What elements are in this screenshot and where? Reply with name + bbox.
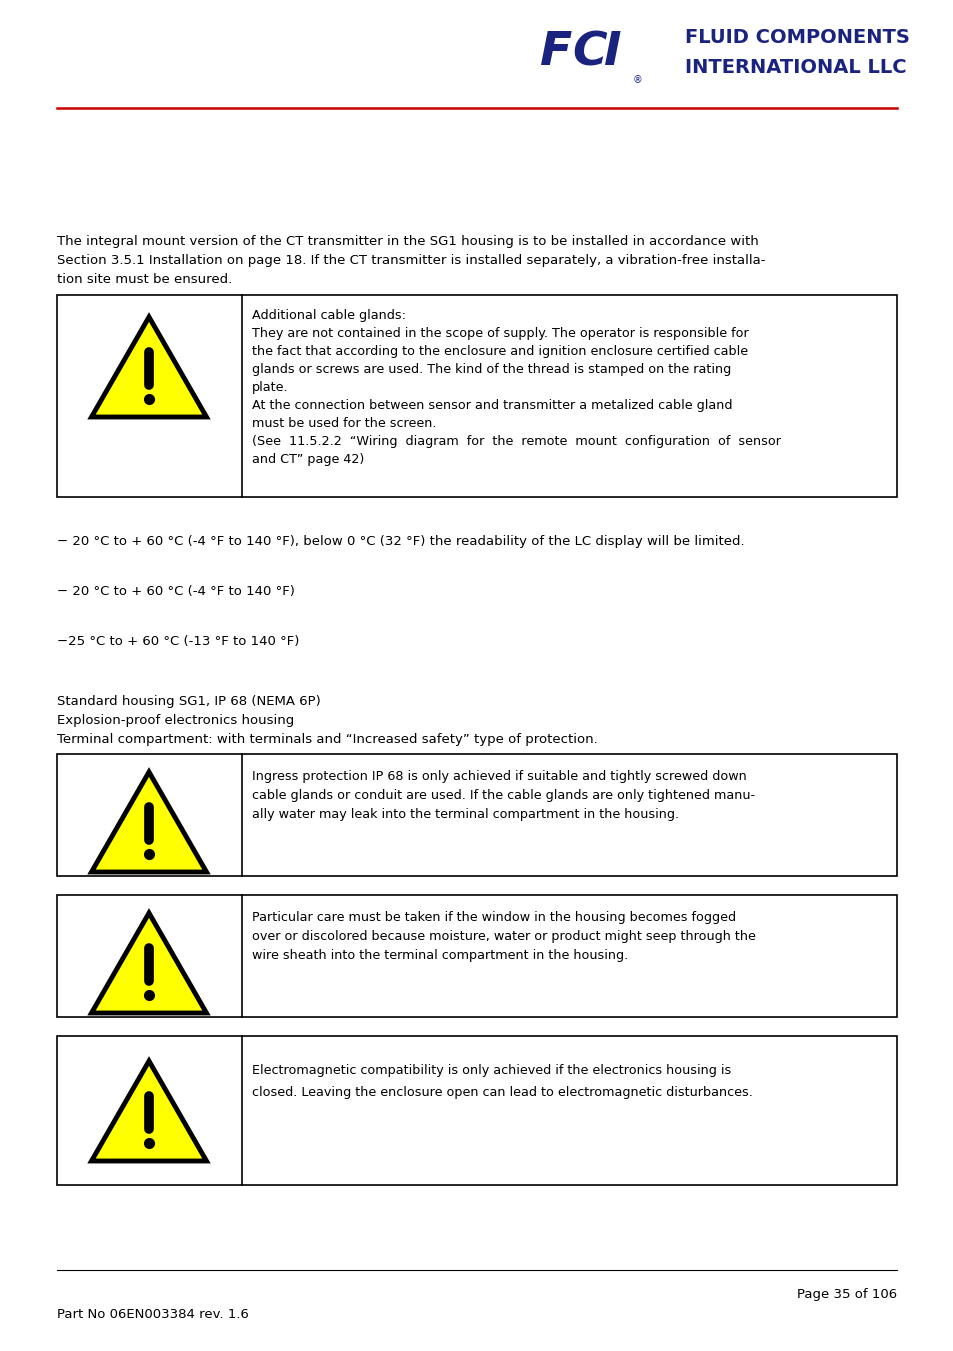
- Text: I: I: [603, 30, 621, 76]
- Text: At the connection between sensor and transmitter a metalized cable gland: At the connection between sensor and tra…: [252, 399, 732, 412]
- Text: Page 35 of 106: Page 35 of 106: [796, 1288, 896, 1301]
- Text: cable glands or conduit are used. If the cable glands are only tightened manu-: cable glands or conduit are used. If the…: [252, 789, 755, 802]
- Text: ®: ®: [633, 76, 642, 85]
- Text: −25 °C to + 60 °C (-13 °F to 140 °F): −25 °C to + 60 °C (-13 °F to 140 °F): [57, 635, 299, 648]
- Text: Part No 06EN003384 rev. 1.6: Part No 06EN003384 rev. 1.6: [57, 1308, 249, 1321]
- Text: They are not contained in the scope of supply. The operator is responsible for: They are not contained in the scope of s…: [252, 327, 748, 340]
- Text: tion site must be ensured.: tion site must be ensured.: [57, 273, 232, 286]
- Text: plate.: plate.: [252, 381, 289, 394]
- Text: Particular care must be taken if the window in the housing becomes fogged: Particular care must be taken if the win…: [252, 911, 736, 924]
- Text: FLUID COMPONENTS: FLUID COMPONENTS: [684, 28, 909, 47]
- Text: glands or screws are used. The kind of the thread is stamped on the rating: glands or screws are used. The kind of t…: [252, 363, 731, 376]
- Text: Additional cable glands:: Additional cable glands:: [252, 309, 406, 322]
- Text: F: F: [539, 30, 572, 76]
- Text: Explosion-proof electronics housing: Explosion-proof electronics housing: [57, 713, 294, 727]
- Polygon shape: [91, 317, 206, 417]
- Text: C: C: [572, 30, 606, 76]
- Text: over or discolored because moisture, water or product might seep through the: over or discolored because moisture, wat…: [252, 929, 755, 943]
- Polygon shape: [91, 913, 206, 1013]
- Text: must be used for the screen.: must be used for the screen.: [252, 417, 436, 430]
- Text: INTERNATIONAL LLC: INTERNATIONAL LLC: [684, 58, 905, 77]
- Text: Terminal compartment: with terminals and “Increased safety” type of protection.: Terminal compartment: with terminals and…: [57, 734, 598, 746]
- Text: − 20 °C to + 60 °C (-4 °F to 140 °F), below 0 °C (32 °F) the readability of the : − 20 °C to + 60 °C (-4 °F to 140 °F), be…: [57, 535, 744, 549]
- Bar: [57, 1036, 896, 1185]
- Bar: [57, 295, 896, 497]
- Text: ally water may leak into the terminal compartment in the housing.: ally water may leak into the terminal co…: [252, 808, 679, 821]
- Text: Standard housing SG1, IP 68 (NEMA 6P): Standard housing SG1, IP 68 (NEMA 6P): [57, 694, 320, 708]
- Polygon shape: [91, 771, 206, 871]
- Bar: [57, 754, 896, 875]
- Text: Section 3.5.1 Installation on page 18. If the CT transmitter is installed separa: Section 3.5.1 Installation on page 18. I…: [57, 254, 764, 267]
- Bar: [57, 894, 896, 1017]
- Text: The integral mount version of the CT transmitter in the SG1 housing is to be ins: The integral mount version of the CT tra…: [57, 235, 758, 249]
- Text: − 20 °C to + 60 °C (-4 °F to 140 °F): − 20 °C to + 60 °C (-4 °F to 140 °F): [57, 585, 294, 598]
- Polygon shape: [91, 1061, 206, 1161]
- Text: Electromagnetic compatibility is only achieved if the electronics housing is: Electromagnetic compatibility is only ac…: [252, 1065, 731, 1077]
- Text: Ingress protection IP 68 is only achieved if suitable and tightly screwed down: Ingress protection IP 68 is only achieve…: [252, 770, 746, 784]
- Text: closed. Leaving the enclosure open can lead to electromagnetic disturbances.: closed. Leaving the enclosure open can l…: [252, 1086, 752, 1098]
- Text: wire sheath into the terminal compartment in the housing.: wire sheath into the terminal compartmen…: [252, 948, 628, 962]
- Text: the fact that according to the enclosure and ignition enclosure certified cable: the fact that according to the enclosure…: [252, 345, 747, 358]
- Text: and CT” page 42): and CT” page 42): [252, 453, 364, 466]
- Text: (See  11.5.2.2  “Wiring  diagram  for  the  remote  mount  configuration  of  se: (See 11.5.2.2 “Wiring diagram for the re…: [252, 435, 781, 449]
